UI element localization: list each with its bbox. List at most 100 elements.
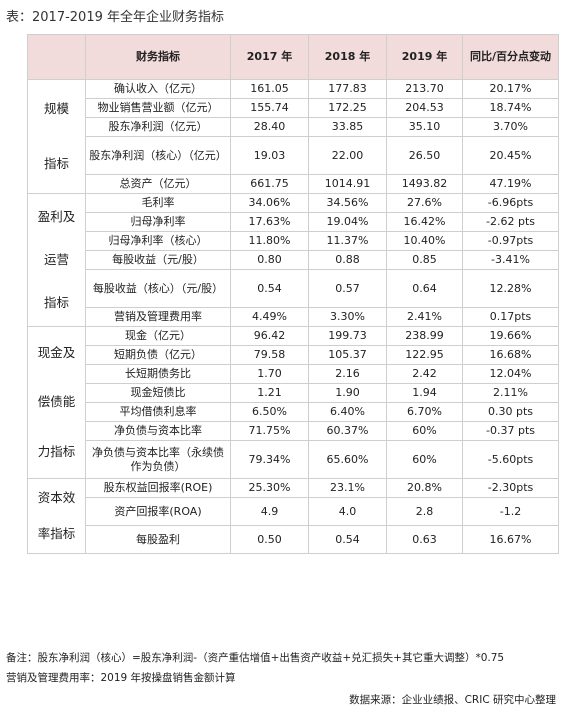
table-row: 现金短债比 1.21 1.90 1.94 2.11%	[28, 383, 559, 403]
category-line: 率指标	[37, 525, 76, 541]
header-2019: 2019 年	[386, 34, 463, 80]
table-header: 财务指标 2017 年 2018 年 2019 年 同比/百分点变动	[27, 34, 559, 80]
value-cell-change: 20.17%	[462, 79, 559, 99]
metric-name-cell: 总资产（亿元）	[85, 174, 231, 194]
value-cell-change: 0.30 pts	[462, 402, 559, 422]
value-cell-y2019: 26.50	[386, 136, 463, 175]
value-cell-y2018: 105.37	[308, 345, 387, 365]
table-row: 总资产（亿元） 661.75 1014.91 1493.82 47.19%	[28, 174, 559, 194]
table-row: 现金及 偿债能 力指标 现金（亿元） 96.42 199.73 238.99 19.66%	[27, 326, 559, 479]
value-cell-y2017: 0.50	[230, 525, 309, 554]
metric-name-cell: 营销及管理费用率	[85, 307, 231, 327]
value-cell-y2017: 0.80	[230, 250, 309, 270]
category-line: 现金及	[37, 345, 76, 361]
value-cell-y2017: 161.05	[230, 79, 309, 99]
value-cell-y2018: 34.56%	[308, 193, 387, 213]
metric-name-cell: 净负债与资本比率（永续债作为负债）	[85, 440, 231, 479]
category-cell: 盈利及 运营 指标	[27, 193, 86, 327]
table-row: 平均借债利息率 6.50% 6.40% 6.70% 0.30 pts	[28, 402, 559, 422]
value-cell-change: 12.28%	[462, 269, 559, 308]
category-line: 指标	[43, 295, 69, 310]
metric-name-cell: 确认收入（亿元）	[85, 79, 231, 99]
value-cell-y2017: 0.54	[230, 269, 309, 308]
metric-name-cell: 每股收益（核心）（元/股）	[85, 269, 231, 308]
data-source: 数据来源：企业业绩报、CRIC 研究中心整理	[349, 694, 556, 706]
value-cell-change: 2.11%	[462, 383, 559, 403]
value-cell-y2018: 1.90	[308, 383, 387, 403]
value-cell-y2018: 3.30%	[308, 307, 387, 327]
note-core-profit: 备注：股东净利润（核心）=股东净利润-（资产重估增值+出售资产收益+兑汇损失+其…	[6, 652, 505, 664]
value-cell-change: 19.66%	[462, 326, 559, 346]
table-row: 归母净利率（核心） 11.80% 11.37% 10.40% -0.97pts	[28, 231, 559, 251]
metric-name-cell: 物业销售营业额（亿元）	[85, 98, 231, 118]
header-2018: 2018 年	[308, 34, 387, 80]
category-label: 现金及 偿债能 力指标	[29, 329, 85, 477]
category-cell: 规模 指标	[27, 79, 86, 194]
metric-name-cell: 每股收益（元/股）	[85, 250, 231, 270]
metric-name-cell: 平均借债利息率	[85, 402, 231, 422]
table-row: 物业销售营业额（亿元） 155.74 172.25 204.53 18.74%	[28, 98, 559, 118]
value-cell-y2017: 1.21	[230, 383, 309, 403]
value-cell-y2017: 19.03	[230, 136, 309, 175]
value-cell-y2019: 122.95	[386, 345, 463, 365]
metric-name-cell: 股东净利润（核心）（亿元）	[85, 136, 231, 175]
category-line: 盈利及	[37, 209, 76, 224]
value-cell-y2018: 0.54	[308, 525, 387, 554]
value-cell-change: -0.37 pts	[462, 421, 559, 441]
value-cell-change: 0.17pts	[462, 307, 559, 327]
value-cell-y2019: 20.8%	[386, 478, 463, 498]
value-cell-y2019: 60%	[386, 440, 463, 479]
value-cell-change: 3.70%	[462, 117, 559, 137]
value-cell-y2018: 199.73	[308, 326, 387, 346]
table-row: 股东净利润（核心）（亿元） 19.03 22.00 26.50 20.45%	[28, 136, 559, 175]
value-cell-change: 16.67%	[462, 525, 559, 554]
table-row: 净负债与资本比率 71.75% 60.37% 60% -0.37 pts	[28, 421, 559, 441]
value-cell-y2019: 2.42	[386, 364, 463, 384]
value-cell-y2019: 238.99	[386, 326, 463, 346]
value-cell-y2019: 10.40%	[386, 231, 463, 251]
metric-name-cell: 股东权益回报率(ROE)	[85, 478, 231, 498]
category-line: 运营	[43, 252, 69, 267]
value-cell-y2018: 0.88	[308, 250, 387, 270]
value-cell-change: -2.30pts	[462, 478, 559, 498]
table-row: 规模 指标 确认收入（亿元） 161.05 177.83 213.70 20.17%	[27, 79, 559, 194]
table-row: 资产回报率(ROA) 4.9 4.0 2.8 -1.2	[28, 497, 559, 526]
value-cell-change: 18.74%	[462, 98, 559, 118]
value-cell-change: -5.60pts	[462, 440, 559, 479]
header-row: 财务指标 2017 年 2018 年 2019 年 同比/百分点变动	[27, 34, 559, 80]
header-category-cell	[27, 34, 86, 80]
table-row: 短期负债（亿元） 79.58 105.37 122.95 16.68%	[28, 345, 559, 365]
value-cell-y2018: 4.0	[308, 497, 387, 526]
value-cell-y2019: 2.41%	[386, 307, 463, 327]
value-cell-y2019: 6.70%	[386, 402, 463, 422]
category-cell: 现金及 偿债能 力指标	[27, 326, 86, 479]
metric-name-cell: 毛利率	[85, 193, 231, 213]
notes: 备注：股东净利润（核心）=股东净利润-（资产重估增值+出售资产收益+兑汇损失+其…	[6, 648, 504, 688]
value-cell-y2017: 17.63%	[230, 212, 309, 232]
value-cell-y2018: 22.00	[308, 136, 387, 175]
value-cell-change: 16.68%	[462, 345, 559, 365]
document-title: 表：2017-2019 年全年企业财务指标	[6, 10, 224, 25]
value-cell-y2018: 33.85	[308, 117, 387, 137]
value-cell-y2018: 19.04%	[308, 212, 387, 232]
value-cell-y2019: 204.53	[386, 98, 463, 118]
value-cell-change: 12.04%	[462, 364, 559, 384]
category-label: 资本效 率指标	[29, 481, 85, 552]
value-cell-y2017: 155.74	[230, 98, 309, 118]
value-cell-y2017: 6.50%	[230, 402, 309, 422]
value-cell-y2017: 96.42	[230, 326, 309, 346]
category-line: 指标	[43, 156, 69, 171]
value-cell-y2017: 4.49%	[230, 307, 309, 327]
value-cell-y2018: 1014.91	[308, 174, 387, 194]
header-change: 同比/百分点变动	[462, 34, 559, 80]
metric-name-cell: 归母净利率（核心）	[85, 231, 231, 251]
value-cell-y2018: 172.25	[308, 98, 387, 118]
value-cell-y2019: 60%	[386, 421, 463, 441]
value-cell-y2018: 177.83	[308, 79, 387, 99]
value-cell-change: -0.97pts	[462, 231, 559, 251]
value-cell-y2019: 27.6%	[386, 193, 463, 213]
category-label: 盈利及 运营 指标	[29, 196, 85, 325]
value-cell-y2018: 2.16	[308, 364, 387, 384]
metric-name-cell: 每股盈利	[85, 525, 231, 554]
metric-name-cell: 现金（亿元）	[85, 326, 231, 346]
